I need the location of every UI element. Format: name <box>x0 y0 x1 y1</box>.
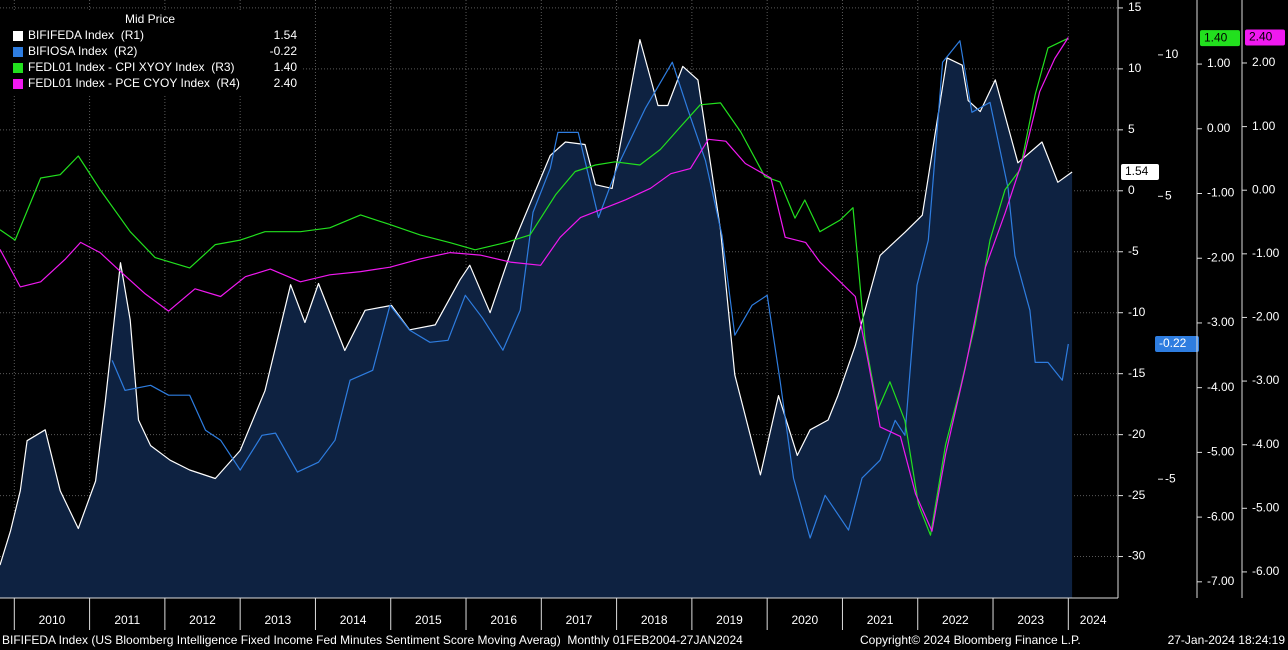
legend-value: -0.22 <box>270 44 298 58</box>
series-line <box>0 39 1073 566</box>
y-tick-label: 2.00 <box>1252 55 1276 69</box>
legend-value: 2.40 <box>274 76 298 90</box>
x-tick-label: 2018 <box>641 613 668 627</box>
y-tick-label: 5 <box>1165 188 1172 202</box>
y-tick-label: -6.00 <box>1207 509 1235 523</box>
x-tick-label: 2019 <box>716 613 743 627</box>
y-tick-label: 10 <box>1165 47 1179 61</box>
last-value-badge <box>1121 164 1159 181</box>
plot-area <box>0 37 1073 599</box>
x-tick-label: 2016 <box>490 613 517 627</box>
last-value-label: 2.40 <box>1249 30 1273 44</box>
legend-label: FEDL01 Index - CPI XYOY Index (R3) <box>28 60 235 74</box>
x-tick-label: 2022 <box>942 613 969 627</box>
y-tick-label: -4.00 <box>1207 380 1235 394</box>
y-tick-label: -4.00 <box>1252 437 1280 451</box>
y-tick-label: -25 <box>1128 488 1146 502</box>
legend-swatch <box>13 31 23 41</box>
x-tick-label: 2020 <box>791 613 818 627</box>
legend-label: BIFIOSA Index (R2) <box>28 44 137 58</box>
legend-box <box>0 10 302 94</box>
footer-timestamp: 27-Jan-2024 18:24:19 <box>1168 633 1286 647</box>
area <box>0 39 1073 599</box>
last-value-badge <box>1155 335 1199 352</box>
series-line <box>0 37 1069 532</box>
x-tick-label: 2015 <box>415 613 442 627</box>
series-line <box>0 37 1069 536</box>
x-tick-label: 2017 <box>566 613 593 627</box>
y-tick-label: -5.00 <box>1252 500 1280 514</box>
legend-swatch <box>13 63 23 73</box>
y-tick-label: 1.00 <box>1207 56 1231 70</box>
y-tick-label: -2.00 <box>1207 250 1235 264</box>
y-tick-label: -1.00 <box>1207 186 1235 200</box>
x-tick-label: 2010 <box>39 613 66 627</box>
y-tick-label: 0.00 <box>1207 121 1231 135</box>
y-tick-label: -1.00 <box>1252 246 1280 260</box>
legend-label: BIFIFEDA Index (R1) <box>28 28 144 42</box>
y-tick-label: -3.00 <box>1207 315 1235 329</box>
y-tick-label: 0 <box>1128 183 1135 197</box>
x-tick-label: 2011 <box>114 613 140 627</box>
y-tick-label: -5.00 <box>1207 445 1235 459</box>
legend-swatch <box>13 47 23 57</box>
legend-value: 1.54 <box>274 28 298 42</box>
x-tick-label: 2023 <box>1017 613 1044 627</box>
x-tick-label: 2021 <box>867 613 894 627</box>
y-tick-label: -30 <box>1128 549 1146 563</box>
y-tick-label: -7.00 <box>1207 574 1235 588</box>
x-tick-label: 2013 <box>264 613 291 627</box>
x-tick-label: 2014 <box>340 613 367 627</box>
y-tick-label: -15 <box>1128 366 1146 380</box>
legend-swatch <box>13 79 23 89</box>
y-tick-label: -10 <box>1128 305 1146 319</box>
y-tick-label: -5 <box>1128 244 1139 258</box>
y-tick-label: -6.00 <box>1252 564 1280 578</box>
legend: Mid Price BIFIFEDA Index (R1) 1.54 BIFIOSA… <box>0 10 302 94</box>
last-value-label: 1.40 <box>1204 30 1228 44</box>
y-tick-label: -5 <box>1165 471 1176 485</box>
last-value-badge <box>1200 30 1240 47</box>
y-tick-label: 0.00 <box>1252 182 1276 196</box>
last-value-label: -0.22 <box>1159 336 1187 350</box>
y-tick-label: 10 <box>1128 61 1142 75</box>
series-line <box>111 40 1069 539</box>
footer-source: BIFIFEDA Index (US Bloomberg Intelligenc… <box>2 633 743 647</box>
y-tick-label: 15 <box>1128 0 1142 14</box>
axes: 15 10 5 0 -5 -10 -15 -20 -25 -30 10 5 -5 1.00 0.00 -1.0… <box>13 0 1285 630</box>
last-value-badge <box>1245 29 1285 46</box>
x-tick-label: 2012 <box>189 613 216 627</box>
footer-copyright: Copyright© 2024 Bloomberg Finance L.P. <box>860 633 1081 647</box>
y-tick-label: -3.00 <box>1252 373 1280 387</box>
y-tick-label: -2.00 <box>1252 310 1280 324</box>
legend-value: 1.40 <box>274 60 298 74</box>
y-tick-label: 1.00 <box>1252 119 1276 133</box>
y-tick-label: -20 <box>1128 427 1146 441</box>
y-tick-label: 5 <box>1128 122 1135 136</box>
x-tick-label: 2024 <box>1080 613 1107 627</box>
legend-title: Mid Price <box>125 12 175 26</box>
last-value-label: 1.54 <box>1125 164 1149 178</box>
legend-label: FEDL01 Index - PCE CYOY Index (R4) <box>28 76 240 90</box>
